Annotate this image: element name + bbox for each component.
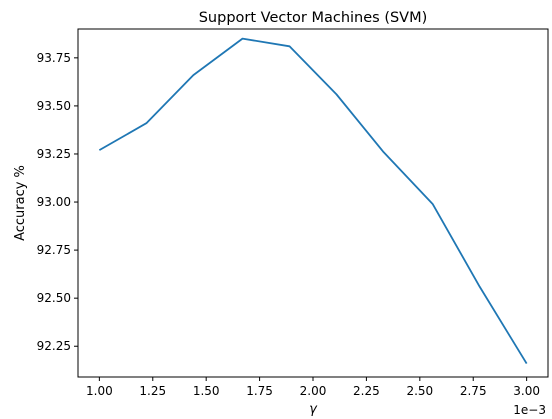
y-axis: 92.25 92.50 92.75 93.00 93.25 93.50 93.75 <box>37 51 78 353</box>
y-tick-label-6: 93.75 <box>37 51 71 65</box>
x-tick-label-8: 3.00 <box>513 384 540 398</box>
x-tick-label-6: 2.50 <box>406 384 433 398</box>
y-axis-label: Accuracy % <box>13 165 28 241</box>
x-tick-label-0: 1.00 <box>86 384 113 398</box>
plot-area <box>98 37 528 365</box>
x-tick-label-5: 2.25 <box>353 384 380 398</box>
y-tick-label-5: 93.50 <box>37 99 71 113</box>
y-tick-label-0: 92.25 <box>37 339 71 353</box>
y-tick-label-3: 93.00 <box>37 195 71 209</box>
series-line-0 <box>98 37 528 365</box>
x-axis-label: γ <box>309 402 318 417</box>
x-tick-label-7: 2.75 <box>460 384 487 398</box>
y-tick-label-4: 93.25 <box>37 147 71 161</box>
x-tick-label-1: 1.25 <box>139 384 166 398</box>
x-axis-offset-text: 1e−3 <box>513 403 546 417</box>
y-tick-label-2: 92.75 <box>37 243 71 257</box>
y-tick-label-1: 92.50 <box>37 291 71 305</box>
x-tick-label-2: 1.50 <box>193 384 220 398</box>
x-axis: 1.00 1.25 1.50 1.75 2.00 2.25 2.50 2.75 3.00 <box>86 377 540 398</box>
x-tick-label-4: 2.00 <box>300 384 327 398</box>
x-tick-label-3: 1.75 <box>246 384 273 398</box>
chart-title: Support Vector Machines (SVM) <box>199 10 428 26</box>
